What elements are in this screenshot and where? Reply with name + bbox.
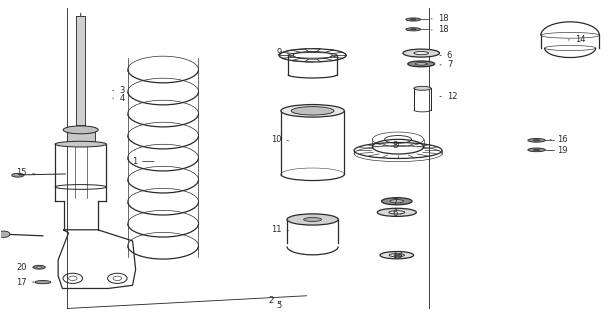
- Ellipse shape: [414, 52, 428, 55]
- Ellipse shape: [394, 254, 400, 256]
- Ellipse shape: [37, 267, 42, 268]
- Text: 10: 10: [271, 135, 289, 144]
- Ellipse shape: [380, 252, 414, 259]
- Ellipse shape: [281, 105, 345, 117]
- Ellipse shape: [389, 253, 405, 257]
- Text: 2: 2: [268, 296, 274, 305]
- Text: 8: 8: [392, 141, 403, 150]
- Text: 5: 5: [276, 301, 281, 310]
- Ellipse shape: [389, 211, 405, 214]
- Ellipse shape: [411, 29, 416, 30]
- Ellipse shape: [415, 63, 427, 65]
- Ellipse shape: [55, 141, 106, 147]
- Text: 6: 6: [440, 51, 452, 60]
- Text: 12: 12: [440, 92, 457, 101]
- Ellipse shape: [35, 281, 51, 284]
- Ellipse shape: [63, 126, 98, 134]
- Text: 18: 18: [432, 14, 448, 23]
- Ellipse shape: [406, 18, 421, 21]
- Text: 14: 14: [568, 35, 585, 44]
- Text: 13: 13: [392, 251, 403, 260]
- Ellipse shape: [377, 208, 416, 216]
- Ellipse shape: [381, 198, 412, 205]
- Ellipse shape: [414, 86, 431, 90]
- Ellipse shape: [12, 173, 24, 177]
- Ellipse shape: [533, 140, 539, 141]
- Text: 16: 16: [550, 135, 567, 144]
- Text: 4: 4: [113, 94, 124, 103]
- Ellipse shape: [390, 200, 404, 203]
- Text: 18: 18: [432, 25, 448, 35]
- Ellipse shape: [303, 218, 322, 221]
- Text: 20: 20: [17, 263, 34, 272]
- Text: 19: 19: [550, 146, 567, 155]
- Ellipse shape: [411, 19, 416, 20]
- Text: 1: 1: [132, 157, 154, 166]
- Text: 7: 7: [440, 60, 452, 69]
- Ellipse shape: [291, 107, 334, 115]
- Text: 17: 17: [17, 278, 34, 287]
- Text: 11: 11: [271, 225, 289, 234]
- FancyBboxPatch shape: [77, 16, 85, 125]
- Text: 7: 7: [392, 198, 401, 207]
- Ellipse shape: [403, 49, 440, 57]
- Text: 15: 15: [17, 168, 35, 177]
- Ellipse shape: [528, 148, 546, 152]
- Ellipse shape: [33, 265, 45, 269]
- Circle shape: [0, 231, 10, 237]
- Ellipse shape: [406, 28, 421, 31]
- Ellipse shape: [408, 61, 435, 67]
- Ellipse shape: [528, 139, 546, 142]
- Ellipse shape: [287, 214, 338, 225]
- FancyBboxPatch shape: [67, 130, 95, 144]
- Text: 9: 9: [276, 48, 289, 57]
- Text: 6: 6: [392, 209, 401, 219]
- Text: 3: 3: [113, 86, 124, 95]
- Ellipse shape: [533, 149, 539, 151]
